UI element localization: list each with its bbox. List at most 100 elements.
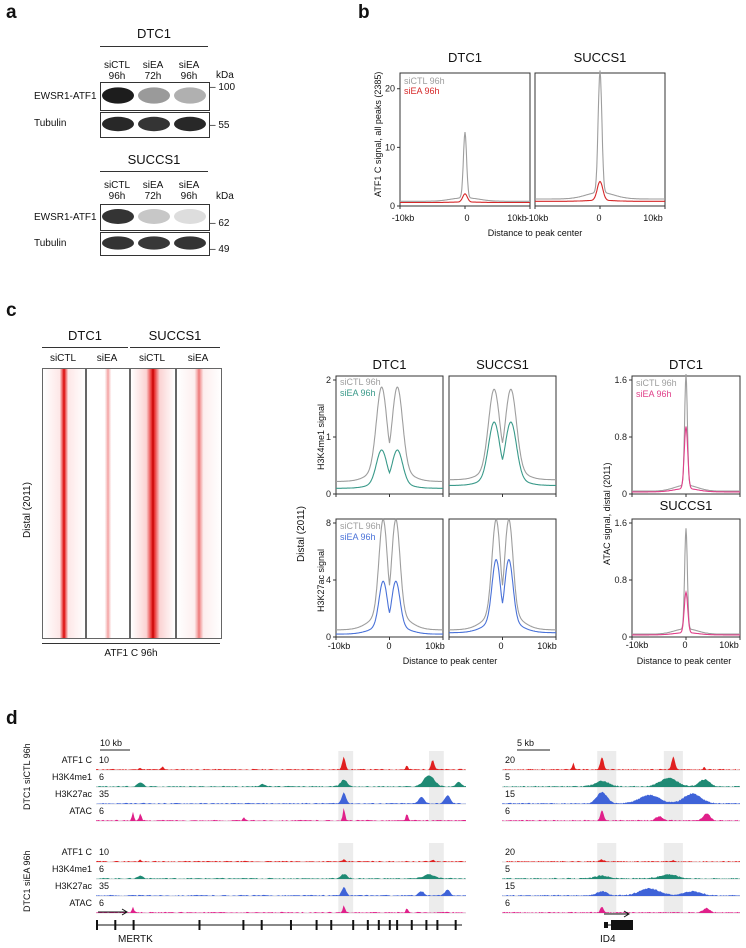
signal-track	[96, 775, 466, 787]
series-line	[336, 518, 443, 631]
y-tick-label: 0	[326, 632, 331, 642]
x-tick: 10kb	[507, 213, 527, 223]
y-axis-label: H3K4me1 signal	[316, 403, 326, 470]
heatmap-lane	[130, 368, 176, 639]
signal-track	[502, 756, 740, 770]
lane-label: siCTL 96h	[103, 180, 131, 202]
heatmap-x-label: ATF1 C 96h	[104, 648, 158, 659]
chart-title: SUCCS1	[659, 498, 713, 513]
strand-arrow	[98, 908, 128, 916]
x-tick: 10kb	[425, 641, 445, 651]
chart-title: DTC1	[669, 357, 703, 372]
track-range: 35	[99, 789, 110, 799]
exon	[96, 920, 98, 930]
track-range: 20	[505, 755, 516, 765]
heatmap-group-title: DTC1	[68, 328, 102, 343]
x-axis-label: Distance to peak center	[487, 228, 583, 238]
panel-label-a: a	[6, 2, 17, 23]
heatmap-lane	[86, 368, 130, 639]
signal-track	[502, 777, 740, 787]
exon	[388, 920, 391, 930]
legend-entry: siCTL 96h	[340, 521, 381, 531]
y-tick-label: 4	[326, 575, 331, 585]
y-tick-label: 8	[326, 518, 331, 528]
strand-arrow	[604, 910, 630, 918]
chart-title: SUCCS1	[476, 357, 529, 372]
y-tick-label: 1.6	[614, 375, 627, 385]
y-tick-label: 0.8	[614, 575, 627, 585]
blot-row-label: EWSR1-ATF1	[34, 212, 97, 223]
blot-band	[102, 87, 134, 104]
legend-entry: siEA 96h	[636, 389, 672, 399]
profile-plot	[448, 518, 557, 640]
exon	[198, 920, 201, 930]
track-range: 35	[99, 881, 110, 891]
track-range: 20	[505, 847, 516, 857]
exon	[260, 920, 263, 930]
series-line	[632, 373, 740, 492]
series-line	[449, 388, 556, 481]
y-axis-label: ATAC signal, distal (2011)	[602, 462, 612, 565]
track-range: 6	[99, 772, 105, 782]
lane-label: siEA 96h	[178, 180, 200, 202]
marker-size: – 55	[210, 120, 230, 131]
series-line	[449, 518, 556, 631]
series-line	[336, 580, 443, 635]
track-label: H3K4me1	[51, 864, 92, 874]
y-tick-label: 2	[326, 375, 331, 385]
heatmap-group-title: SUCCS1	[148, 328, 202, 343]
blot-band	[174, 209, 206, 224]
exon	[454, 920, 457, 930]
y-axis-label: Distal (2011)	[296, 506, 307, 562]
y-tick-label: 0.8	[614, 432, 627, 442]
blot-band	[174, 236, 206, 250]
x-tick: 0	[596, 213, 602, 223]
y-tick-label: 1.6	[614, 518, 627, 528]
legend-entry: siCTL 96h	[340, 377, 381, 387]
signal-track	[502, 887, 740, 896]
series-line	[449, 421, 556, 486]
blot-row-label: EWSR1-ATF1	[34, 91, 97, 102]
chart-title: DTC1	[372, 357, 407, 372]
x-tick: -10kb	[525, 213, 549, 223]
track-group-label: DTC1 siCTL 96h	[22, 743, 32, 810]
track-label: ATAC	[69, 898, 92, 908]
exon	[289, 920, 292, 930]
exon	[114, 920, 117, 930]
signal-track	[502, 859, 740, 862]
plot-frame	[448, 518, 557, 638]
track-range: 15	[505, 789, 516, 799]
y-tick-label: 0	[622, 489, 627, 499]
gene-name: ID4	[600, 934, 616, 945]
blot-band	[174, 87, 206, 104]
legend-entry: siEA 96h	[340, 532, 376, 542]
signal-track	[96, 905, 466, 913]
exon	[330, 920, 333, 930]
heatmap-lane-label: siCTL	[138, 353, 166, 364]
y-tick-label: 1	[326, 432, 331, 442]
exon	[366, 920, 369, 930]
series-line	[632, 589, 740, 636]
x-tick: 10kb	[537, 641, 557, 651]
exon	[425, 920, 428, 930]
x-axis-label: Distance to peak center	[402, 656, 498, 666]
panel-label-c: c	[6, 300, 17, 321]
profile-plot: 0 10 20	[385, 72, 531, 211]
x-tick: 0	[498, 641, 504, 651]
heatmap-lane-label: siEA	[187, 353, 209, 364]
exon	[352, 920, 355, 930]
x-tick: 10kb	[719, 640, 739, 650]
signal-track	[502, 907, 740, 913]
blot-band	[174, 116, 206, 132]
y-tick-label: 10	[385, 142, 395, 152]
heatmap-lane-label: siCTL	[49, 353, 77, 364]
heatmap-y-label: Distal (2011)	[22, 482, 33, 538]
legend-entry: siEA 96h	[404, 86, 440, 96]
blot-band	[138, 236, 170, 250]
legend-entry: siCTL 96h	[636, 378, 677, 388]
legend-entry: siCTL 96h	[404, 76, 445, 86]
series-line	[336, 449, 443, 489]
marker-size: – 100	[210, 82, 236, 93]
track-range: 10	[99, 847, 110, 857]
exon	[377, 920, 380, 930]
